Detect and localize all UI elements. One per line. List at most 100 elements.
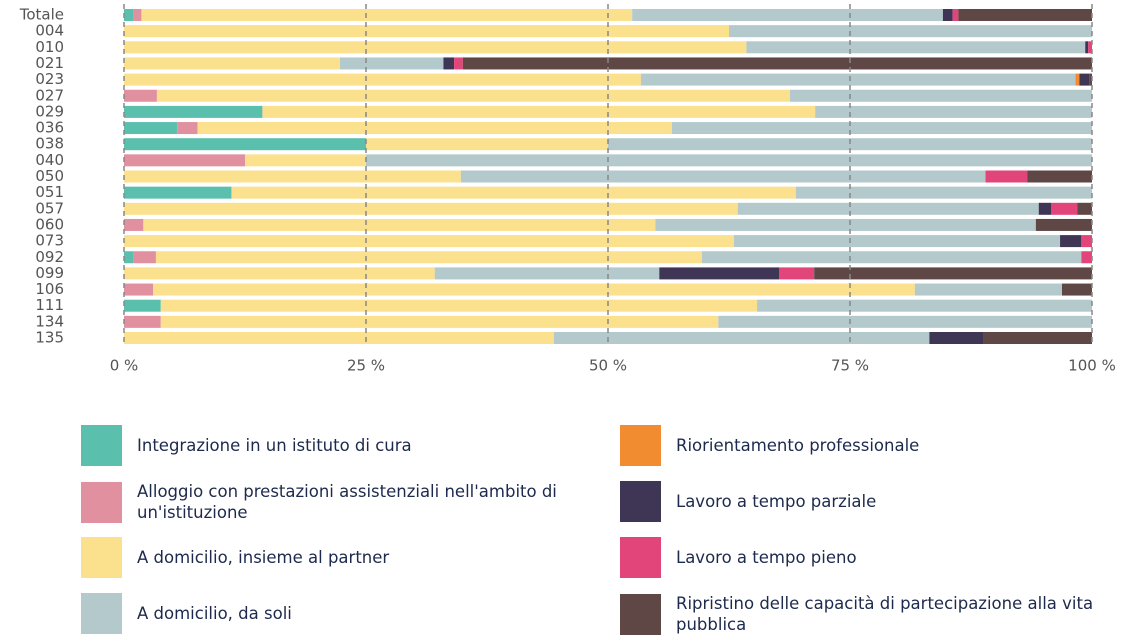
y-tick-label: 021: [35, 54, 64, 72]
bar-segment: [1051, 202, 1078, 215]
bar-segment: [737, 202, 1039, 215]
legend-label: A domicilio, da soli: [137, 604, 292, 623]
legend-swatch: [81, 425, 122, 466]
bar-segment: [124, 186, 232, 199]
bar-segment: [659, 267, 780, 280]
bar-segment: [553, 332, 930, 344]
legend-swatch: [620, 593, 661, 635]
bar-segment: [1077, 202, 1092, 215]
y-tick-label: 073: [35, 232, 64, 250]
bar-segment: [779, 267, 815, 280]
y-tick-label: 010: [35, 38, 64, 56]
bar-segment: [124, 235, 734, 248]
bar-segment: [141, 9, 633, 21]
bar-segment: [143, 218, 656, 231]
legend-item: Alloggio con prestazioni assistenziali n…: [81, 481, 602, 523]
bar-segment: [733, 235, 1061, 248]
x-tick-label: 0 %: [110, 357, 139, 375]
y-tick-label: 106: [35, 280, 64, 298]
bar-segment: [124, 105, 263, 118]
x-tick-label: 100 %: [1068, 357, 1116, 375]
legend-item: Lavoro a tempo pieno: [620, 537, 1141, 578]
legend-label: Integrazione in un istituto di cura: [137, 436, 412, 455]
x-tick-label: 25 %: [347, 357, 385, 375]
bar-segment: [985, 170, 1028, 183]
bar-segment: [124, 41, 747, 54]
y-tick-label: 050: [35, 167, 64, 185]
y-tick-label: Totale: [19, 6, 64, 24]
bar-segment: [434, 267, 660, 280]
y-tick-label: 051: [35, 183, 64, 201]
bar-segment: [1081, 251, 1092, 264]
bar-segment: [1088, 41, 1092, 54]
bar-segment: [153, 283, 915, 296]
legend-item: A domicilio, da soli: [81, 593, 602, 634]
bar-segment: [1038, 202, 1052, 215]
bar-segment: [124, 170, 461, 183]
bar-segment: [608, 138, 1092, 151]
y-tick-label: 027: [35, 86, 64, 104]
bar-segment: [632, 9, 943, 21]
bar-segment: [124, 73, 641, 86]
x-tick-label: 75 %: [831, 357, 869, 375]
legend-item: Riorientamento professionale: [620, 425, 1141, 466]
bar-segment: [460, 170, 986, 183]
bar-segment: [366, 138, 608, 151]
bar-segment: [942, 9, 953, 21]
bar-segment: [366, 154, 1092, 167]
bar-segment: [155, 251, 702, 264]
legend-item: Ripristino delle capacità di partecipazi…: [620, 593, 1141, 635]
legend-swatch: [81, 481, 122, 523]
bar-segment: [160, 299, 758, 312]
bar-segment: [133, 9, 142, 21]
bar-segment: [160, 315, 719, 328]
bar-segment: [1079, 73, 1090, 86]
bar-segment: [640, 73, 1076, 86]
legend-label: Lavoro a tempo parziale: [676, 492, 877, 511]
legend-item: A domicilio, insieme al partner: [81, 537, 602, 578]
bar-segment: [124, 25, 729, 38]
legend-item: Integrazione in un istituto di cura: [81, 425, 602, 466]
bar-segment: [958, 9, 1092, 21]
bar-segment: [1085, 41, 1089, 54]
bar-segment: [914, 283, 1062, 296]
legend-label: Alloggio con prestazioni assistenziali n…: [137, 482, 557, 522]
bar-segment: [952, 9, 959, 21]
legend-swatch: [620, 537, 661, 578]
legend-item: Lavoro a tempo parziale: [620, 481, 1141, 522]
bar-segment: [1075, 73, 1080, 86]
bar-segment: [124, 251, 134, 264]
legend-swatch: [81, 593, 122, 634]
bar-segment: [262, 105, 816, 118]
x-tick-label: 50 %: [589, 357, 627, 375]
bar-segment: [1027, 170, 1092, 183]
bar-segment: [983, 332, 1092, 344]
bar-segment: [1089, 73, 1092, 86]
bar-segment: [124, 57, 340, 70]
bar-segment: [124, 267, 435, 280]
bar-segment: [929, 332, 984, 344]
bar-segment: [124, 89, 157, 102]
y-tick-label: 060: [35, 215, 64, 233]
bar-segment: [156, 89, 790, 102]
bar-segment: [757, 299, 1092, 312]
y-tick-label: 092: [35, 248, 64, 266]
bar-segment: [124, 122, 178, 135]
bar-segment: [124, 154, 245, 167]
bar-segment: [815, 105, 1092, 118]
bar-segment: [1035, 218, 1092, 231]
bar-segment: [124, 138, 366, 151]
bar-segment: [718, 315, 1092, 328]
bar-segment: [124, 202, 738, 215]
bar-segment: [124, 283, 154, 296]
bar-segment: [655, 218, 1036, 231]
bar-segment: [124, 315, 161, 328]
y-tick-label: 134: [35, 312, 64, 330]
bar-segment: [1060, 235, 1082, 248]
bar-segment: [124, 332, 554, 344]
y-tick-label: 099: [35, 264, 64, 282]
bar-segment: [124, 299, 161, 312]
y-tick-label: 023: [35, 70, 64, 88]
bar-segment: [814, 267, 1092, 280]
